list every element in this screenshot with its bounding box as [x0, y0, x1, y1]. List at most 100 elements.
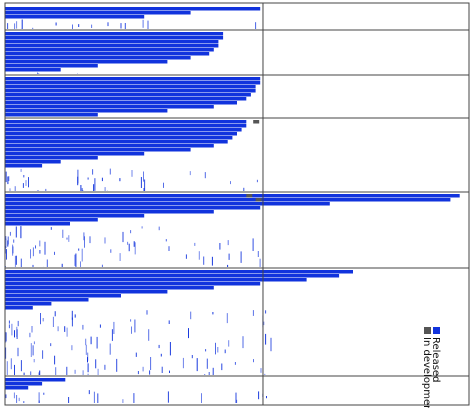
release-tick-s6-87 [5, 347, 7, 359]
release-tick-s5-54 [54, 251, 55, 255]
release-tick-s6-37 [142, 366, 144, 372]
release-tick-s6-89 [8, 324, 10, 329]
release-tick-s7-5 [258, 391, 260, 400]
release-tick-s1-15 [7, 23, 9, 29]
status-bar-s4-r8 [5, 148, 191, 152]
status-bar-s6-r1 [5, 270, 353, 274]
status-bar-s6-r3 [5, 278, 307, 282]
status-bar-s4-r7 [5, 144, 214, 148]
status-bar-s7-r2 [5, 382, 43, 386]
release-tick-s6-18 [134, 319, 136, 333]
release-tick-s1-5 [147, 20, 149, 29]
release-tick-s5-37 [9, 231, 11, 236]
release-tick-s5-66 [158, 226, 160, 231]
release-tick-s4-17 [80, 185, 82, 191]
release-tick-s4-13 [8, 176, 10, 181]
release-tick-s5-52 [219, 243, 221, 250]
release-tick-s6-63 [130, 319, 132, 322]
release-tick-s6-102 [228, 340, 230, 347]
status-bar-s6-r6 [5, 290, 168, 294]
release-tick-s6-71 [97, 368, 99, 375]
release-tick-s6-100 [10, 358, 12, 370]
release-tick-s6-14 [52, 316, 54, 327]
release-tick-s5-47 [165, 239, 167, 242]
release-tick-s6-94 [270, 337, 272, 352]
release-tick-s6-61 [32, 345, 34, 356]
status-bar-s2-r2 [5, 36, 224, 40]
release-tick-s5-28 [75, 253, 77, 267]
release-tick-s7-10 [167, 391, 169, 403]
status-bar-s3-r9 [5, 109, 168, 113]
release-tick-s6-35 [66, 327, 68, 337]
release-tick-s5-22 [198, 251, 200, 260]
release-tick-s6-30 [168, 320, 170, 324]
status-bar-s3-r4 [5, 89, 256, 93]
chart-gridlines [4, 2, 470, 406]
release-tick-s6-91 [226, 313, 228, 324]
release-tick-s6-17 [208, 372, 210, 375]
release-tick-s6-101 [17, 347, 19, 357]
release-tick-s1-4 [142, 19, 144, 28]
release-tick-s5-48 [78, 248, 80, 251]
release-tick-s5-18 [61, 263, 63, 267]
release-tick-s6-48 [182, 357, 184, 369]
status-bar-s2-r5 [5, 48, 214, 52]
release-tick-s5-9 [194, 242, 196, 246]
release-tick-s5-13 [39, 250, 41, 254]
status-bar-s6-r4 [5, 282, 261, 286]
status-bar-s2-r10 [5, 68, 61, 72]
release-tick-s5-12 [240, 251, 242, 263]
release-tick-s6-15 [8, 320, 10, 324]
release-tick-s4-5 [119, 178, 121, 182]
dev-marker-3 [255, 198, 262, 202]
release-tick-s4-14 [189, 171, 191, 176]
release-tick-s4-7 [14, 186, 16, 191]
release-tick-s6-50 [113, 321, 115, 334]
release-tick-s6-3 [148, 329, 150, 341]
release-tick-s5-65 [252, 238, 254, 251]
release-tick-s5-34 [5, 236, 7, 240]
release-tick-s6-10 [6, 361, 8, 375]
status-bar-s5-r8 [5, 222, 70, 226]
release-tick-s1-14 [16, 21, 18, 29]
release-tick-s6-54 [90, 336, 92, 345]
status-bar-s2-r8 [5, 60, 168, 64]
release-tick-s6-95 [212, 312, 214, 315]
status-bar-s1-r1 [5, 7, 261, 11]
release-tick-s1-6 [21, 19, 23, 29]
release-tick-s4-28 [140, 177, 142, 188]
status-bar-s5-r3 [5, 202, 330, 206]
release-tick-s7-2 [201, 393, 202, 403]
status-bar-s5-r6 [5, 214, 145, 218]
release-tick-s1-11 [55, 22, 57, 26]
release-tick-s6-51 [158, 344, 160, 349]
release-tick-s5-50 [259, 258, 261, 267]
release-tick-s1-8 [72, 24, 73, 29]
release-tick-s5-36 [101, 264, 103, 267]
status-bar-s6-r7 [5, 294, 121, 298]
release-tick-s1-10 [107, 22, 109, 27]
release-tick-s6-78 [74, 314, 76, 318]
release-tick-s6-20 [135, 352, 137, 357]
release-tick-s5-46 [66, 237, 68, 240]
release-tick-s6-11 [85, 338, 87, 346]
release-tick-s6-81 [224, 349, 226, 354]
release-tick-s4-1 [243, 187, 245, 191]
status-bar-s1-r2 [5, 11, 191, 15]
status-bar-s5-r5 [5, 210, 214, 214]
release-tick-s4-9 [143, 188, 145, 191]
release-tick-s4-27 [77, 169, 79, 184]
status-bar-s7-r1 [5, 378, 66, 382]
release-tick-s6-58 [253, 359, 254, 363]
release-tick-s7-20 [13, 392, 15, 399]
release-tick-s1-13 [124, 23, 126, 29]
release-tick-s4-2 [109, 168, 111, 175]
release-tick-s6-33 [109, 343, 111, 355]
status-bar-s3-r6 [5, 97, 247, 101]
plot-frame [4, 2, 470, 406]
release-tick-s6-73 [87, 352, 89, 361]
release-tick-s1-2 [78, 24, 80, 27]
release-tick-s5-42 [128, 243, 130, 252]
release-tick-s4-35 [45, 188, 47, 191]
release-tick-s4-10 [20, 168, 22, 172]
